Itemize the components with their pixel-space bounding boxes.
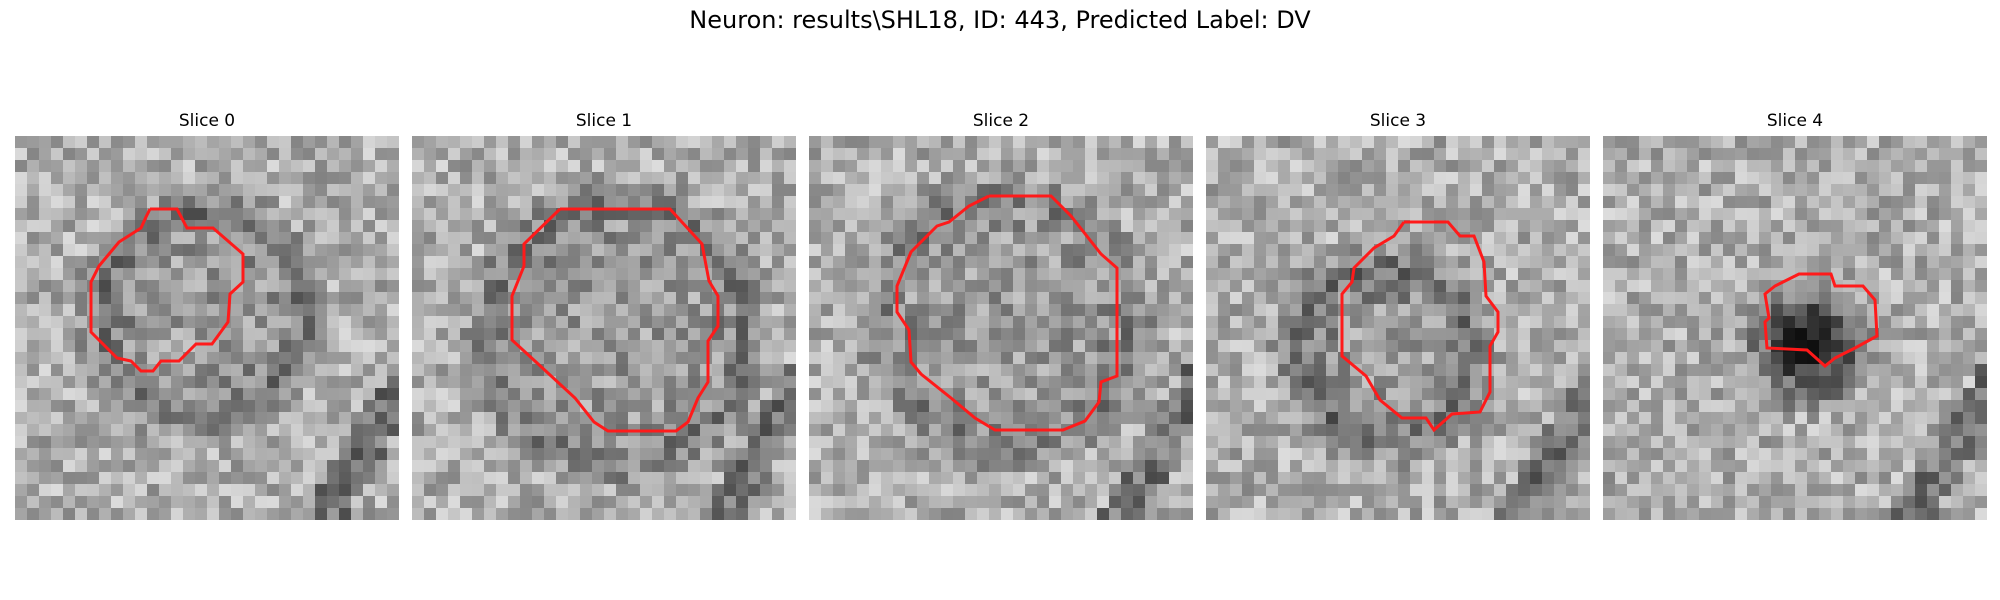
slice-image: [412, 136, 796, 520]
slice-title: Slice 1: [575, 111, 633, 131]
slice-image: [809, 136, 1193, 520]
segmentation-contour: [1763, 272, 1879, 368]
slice-panel-3: Slice 3: [1206, 110, 1590, 520]
slice-image: [1603, 136, 1987, 520]
slice-title: Slice 2: [972, 111, 1030, 131]
figure-title: Neuron: results\SHL18, ID: 443, Predicte…: [689, 6, 1311, 34]
segmentation-contour: [510, 207, 720, 433]
slice-image: [15, 136, 399, 520]
slice-panel-4: Slice 4: [1603, 110, 1987, 520]
slice-title: Slice 4: [1766, 111, 1824, 131]
segmentation-contour: [89, 207, 245, 373]
slice-panel-0: Slice 0: [15, 110, 399, 520]
segmentation-contour: [1340, 220, 1500, 433]
slice-panel-2: Slice 2: [809, 110, 1193, 520]
slice-panel-1: Slice 1: [412, 110, 796, 520]
segmentation-contour: [895, 194, 1119, 432]
slice-title: Slice 3: [1369, 111, 1427, 131]
slice-title: Slice 0: [178, 111, 236, 131]
slice-image: [1206, 136, 1590, 520]
